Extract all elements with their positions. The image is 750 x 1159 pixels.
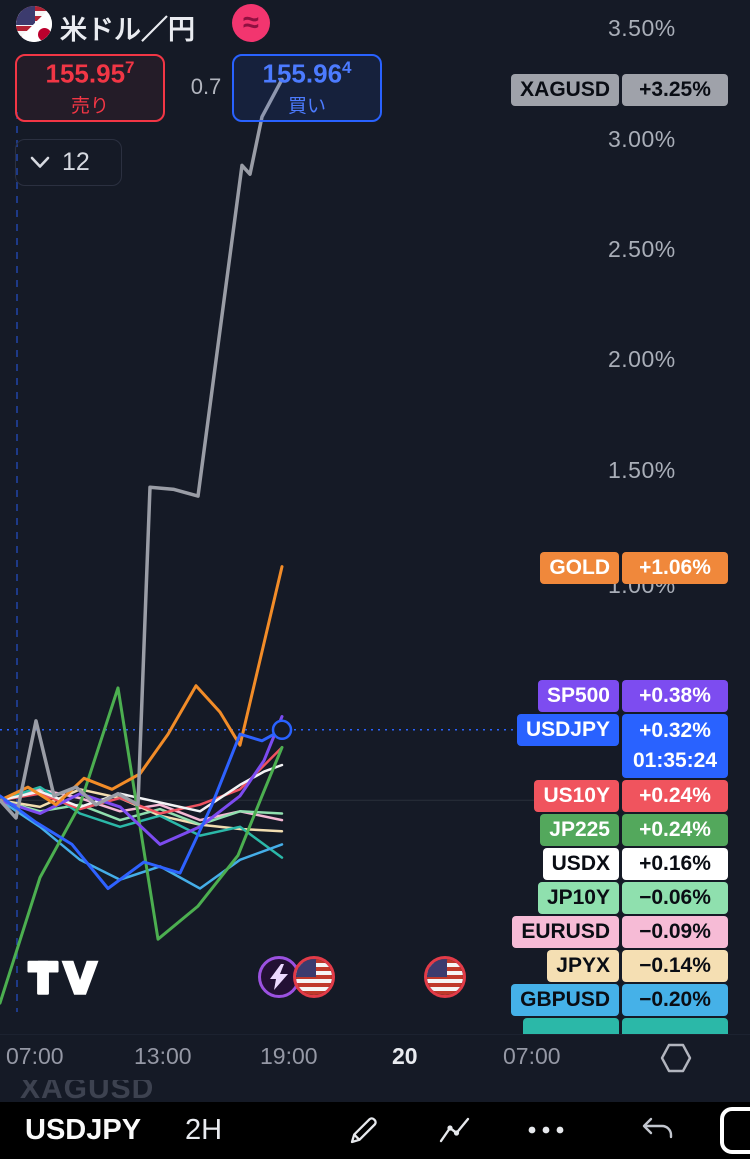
symbol-change: −0.14% xyxy=(622,950,728,982)
undo-icon[interactable] xyxy=(637,1113,675,1147)
interval-dropdown[interactable]: 12 xyxy=(15,139,122,186)
lightning-icon xyxy=(270,964,288,990)
scale-tick: 3.00% xyxy=(608,126,676,152)
clipped-side-button[interactable] xyxy=(720,1107,750,1154)
symbol-label-xagusd[interactable]: XAGUSD +3.25% xyxy=(511,74,728,106)
symbol-name: US10Y xyxy=(534,780,619,812)
us-economic-event-icon[interactable] xyxy=(424,956,466,998)
symbol-change: +0.16% xyxy=(622,848,728,880)
chevron-down-icon xyxy=(30,156,50,168)
symbol-change: −0.09% xyxy=(622,916,728,948)
series-SP500 xyxy=(0,715,284,846)
more-options-icon[interactable] xyxy=(527,1124,565,1136)
symbol-name: JPYX xyxy=(547,950,619,982)
approx-badge-icon[interactable]: ≈ xyxy=(232,4,270,42)
pair-flag-icon xyxy=(16,6,52,42)
pair-title: 米ドル／円 xyxy=(60,15,195,45)
scale-tick: 2.00% xyxy=(608,346,676,372)
time-label: 07:00 xyxy=(6,1043,64,1069)
symbol-change: +0.24% xyxy=(622,814,728,846)
series-US10Y xyxy=(0,746,284,815)
symbol-name: USDJPY xyxy=(516,714,619,746)
axis-settings-icon[interactable] xyxy=(660,1042,692,1074)
toolbar-interval-button[interactable]: 2H xyxy=(185,1114,223,1146)
buy-button[interactable]: 155.964 買い xyxy=(232,54,382,122)
scale-tick: 2.50% xyxy=(608,236,676,262)
indicators-icon[interactable] xyxy=(437,1113,473,1149)
symbol-change: +0.24% xyxy=(622,780,728,812)
series-USDJPY xyxy=(0,728,284,890)
symbol-name: GBPUSD xyxy=(511,984,619,1016)
scale-tick: 3.50% xyxy=(608,15,676,41)
series-lines xyxy=(0,77,284,1005)
sell-label: 売り xyxy=(70,95,109,117)
symbol-label-jp10y[interactable]: JP10Y −0.06% xyxy=(537,882,728,914)
series-XAGUSD xyxy=(0,77,284,820)
time-label: 13:00 xyxy=(134,1043,192,1069)
chart-canvas[interactable] xyxy=(0,0,750,1034)
time-axis[interactable]: 07:00 13:00 19:00 20 07:00 xyxy=(0,1034,750,1080)
symbol-name: USDX xyxy=(542,848,619,880)
symbol-label-usdjpy[interactable]: USDJPY +0.32% 01:35:24 xyxy=(516,714,728,778)
symbol-change: +0.32% 01:35:24 xyxy=(622,714,728,778)
symbol-label-gbpusd[interactable]: GBPUSD −0.20% xyxy=(511,984,728,1016)
date-label: 20 xyxy=(392,1043,418,1069)
time-label: 19:00 xyxy=(260,1043,318,1069)
symbol-name: JP225 xyxy=(540,814,619,846)
symbol-label-eurusd[interactable]: EURUSD −0.09% xyxy=(512,916,728,948)
series-JP225 xyxy=(0,686,284,1005)
symbol-name: EURUSD xyxy=(512,916,619,948)
symbol-change xyxy=(622,1018,728,1036)
change-value: +0.32% xyxy=(639,719,711,742)
symbol-name xyxy=(523,1018,619,1036)
us-economic-event-icon[interactable] xyxy=(293,956,335,998)
symbol-name: GOLD xyxy=(540,552,619,584)
symbol-change: +1.06% xyxy=(622,552,728,584)
sell-price: 155.957 xyxy=(45,58,135,89)
symbol-change: +3.25% xyxy=(622,74,728,106)
draw-tools-icon[interactable] xyxy=(345,1113,381,1149)
buy-price: 155.964 xyxy=(262,58,352,89)
bar-countdown: 01:35:24 xyxy=(632,749,718,772)
spread-value: 0.7 xyxy=(190,74,222,99)
symbol-name: SP500 xyxy=(537,680,619,712)
symbol-name: XAGUSD xyxy=(511,74,619,106)
sell-button[interactable]: 155.957 売り xyxy=(15,54,165,122)
time-label: 07:00 xyxy=(503,1043,561,1069)
scale-tick: 1.50% xyxy=(608,457,676,483)
symbol-label-us10y[interactable]: US10Y +0.24% xyxy=(534,780,728,812)
interval-value: 12 xyxy=(62,148,90,176)
symbol-change: −0.06% xyxy=(622,882,728,914)
symbol-change: −0.20% xyxy=(622,984,728,1016)
bottom-toolbar: USDJPY 2H xyxy=(0,1102,750,1159)
buy-label: 買い xyxy=(287,95,326,117)
symbol-label-sp500[interactable]: SP500 +0.38% xyxy=(537,680,728,712)
symbol-label-jp225[interactable]: JP225 +0.24% xyxy=(540,814,728,846)
symbol-label-clipped[interactable] xyxy=(523,1018,728,1036)
series-GBPUSD xyxy=(0,799,284,890)
symbol-label-gold[interactable]: GOLD +1.06% xyxy=(540,552,728,584)
symbol-name: JP10Y xyxy=(537,882,619,914)
symbol-change: +0.38% xyxy=(622,680,728,712)
price-marker xyxy=(271,719,293,741)
symbol-label-jpyx[interactable]: JPYX −0.14% xyxy=(547,950,728,982)
toolbar-symbol-button[interactable]: USDJPY xyxy=(25,1114,142,1146)
symbol-label-usdx[interactable]: USDX +0.16% xyxy=(542,848,728,880)
tradingview-logo-icon[interactable] xyxy=(26,950,100,1004)
